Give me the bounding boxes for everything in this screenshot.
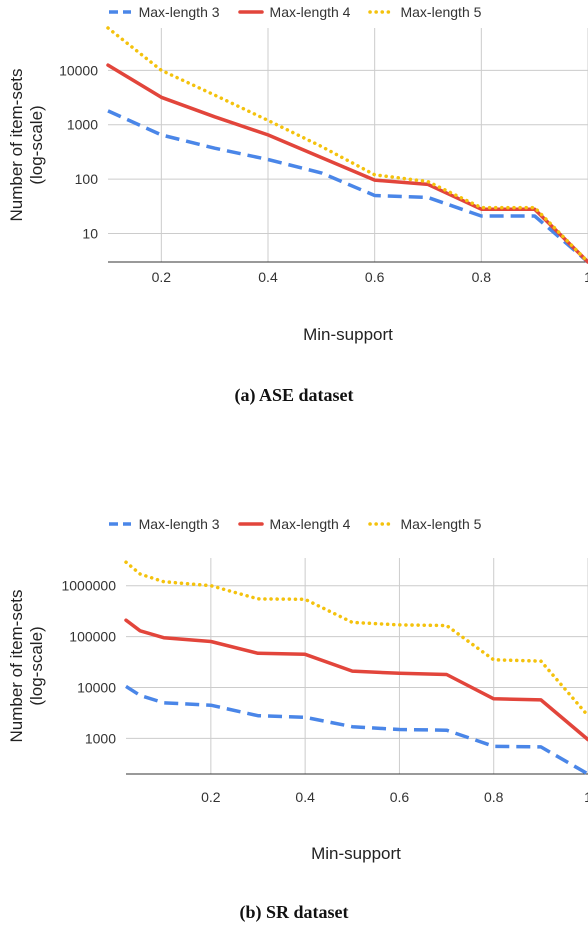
legend-swatch-max4 — [237, 8, 264, 16]
legend-item-max4: Max-length 4 — [237, 516, 351, 532]
series-line-max4 — [124, 618, 588, 742]
x-tick-label: 0.8 — [472, 269, 492, 285]
x-tick-label: 0.2 — [152, 269, 172, 285]
legend-item-max3: Max-length 3 — [107, 4, 220, 20]
series-line-max3 — [125, 684, 588, 776]
x-tick-label: 1 — [584, 269, 588, 285]
x-tick-label: 0.6 — [390, 789, 410, 805]
legend-item-max4: Max-length 4 — [237, 4, 351, 20]
legend-swatch-max5 — [368, 8, 395, 16]
legend-item-max5: Max-length 5 — [368, 4, 481, 20]
legend-swatch-graphic — [108, 522, 131, 526]
legend-swatch-max3 — [107, 520, 133, 528]
legend-label-max5: Max-length 5 — [400, 516, 482, 532]
series-line-max3 — [107, 109, 588, 264]
legend-label-max3: Max-length 3 — [138, 516, 220, 532]
legend: Max-length 3 Max-length 4 Max-length 5 — [0, 4, 588, 20]
legend-label-max5: Max-length 5 — [400, 4, 482, 20]
chart-plot: 0.2 0.4 0.6 0.8 1 10 100 1000 10000 Number of ite… — [7, 26, 588, 285]
y-tick-label: 1000 — [85, 730, 116, 746]
y-tick-label: 1000000 — [61, 578, 116, 594]
chart-plot: 0.2 0.4 0.6 0.8 1 1000 10000 100000 1000000 Numbe… — [7, 558, 588, 805]
legend-label-max3: Max-length 3 — [138, 4, 220, 20]
y-axis-label-line2: (log-scale) — [27, 626, 46, 705]
series-line-max5 — [124, 560, 588, 718]
y-axis-label: Number of item-sets(log-scale) — [7, 589, 46, 742]
series-line-max5 — [106, 26, 588, 264]
legend-swatch-graphic — [368, 522, 395, 526]
legend-swatch-graphic — [237, 522, 264, 526]
x-axis-label: Min-support — [311, 844, 401, 863]
y-tick-label: 100 — [75, 171, 99, 187]
figure-caption: (a) ASE dataset — [234, 385, 354, 405]
y-tick-label: 100000 — [69, 629, 116, 645]
legend-label-max4: Max-length 4 — [269, 4, 351, 20]
y-tick-label: 10000 — [59, 62, 98, 78]
legend-item-max3: Max-length 3 — [107, 516, 220, 532]
legend-swatch-max4 — [237, 520, 264, 528]
y-tick-label: 10 — [82, 226, 98, 242]
y-tick-label: 1000 — [67, 117, 98, 133]
legend-swatch-graphic — [108, 10, 131, 14]
legend-swatch-graphic — [237, 10, 264, 14]
x-tick-label: 0.6 — [365, 269, 385, 285]
legend-swatch-max5 — [368, 520, 395, 528]
legend: Max-length 3 Max-length 4 Max-length 5 — [0, 516, 588, 532]
x-tick-label: 0.4 — [258, 269, 278, 285]
series-line-max4 — [106, 63, 588, 264]
x-tick-label: 0.4 — [295, 789, 315, 805]
legend-item-max5: Max-length 5 — [368, 516, 481, 532]
y-axis-label-line2: (log-scale) — [27, 105, 46, 184]
legend-swatch-max3 — [107, 8, 133, 16]
y-axis-label-line1: Number of item-sets — [7, 68, 26, 221]
y-tick-label: 10000 — [77, 680, 116, 696]
chart-panel-sr: Max-length 3 Max-length 4 Max-length 5 0… — [0, 510, 588, 928]
chart-panel-ase: Max-length 3 Max-length 4 Max-length 5 0… — [0, 0, 588, 420]
legend-swatch-graphic — [368, 10, 395, 14]
legend-label-max4: Max-length 4 — [269, 516, 351, 532]
x-tick-label: 0.8 — [484, 789, 504, 805]
y-axis-label: Number of item-sets(log-scale) — [7, 68, 46, 221]
x-tick-label: 1 — [584, 789, 588, 805]
figure-caption: (b) SR dataset — [239, 902, 349, 922]
x-axis-label: Min-support — [303, 325, 393, 344]
y-axis-label-line1: Number of item-sets — [7, 589, 26, 742]
x-tick-label: 0.2 — [201, 789, 221, 805]
